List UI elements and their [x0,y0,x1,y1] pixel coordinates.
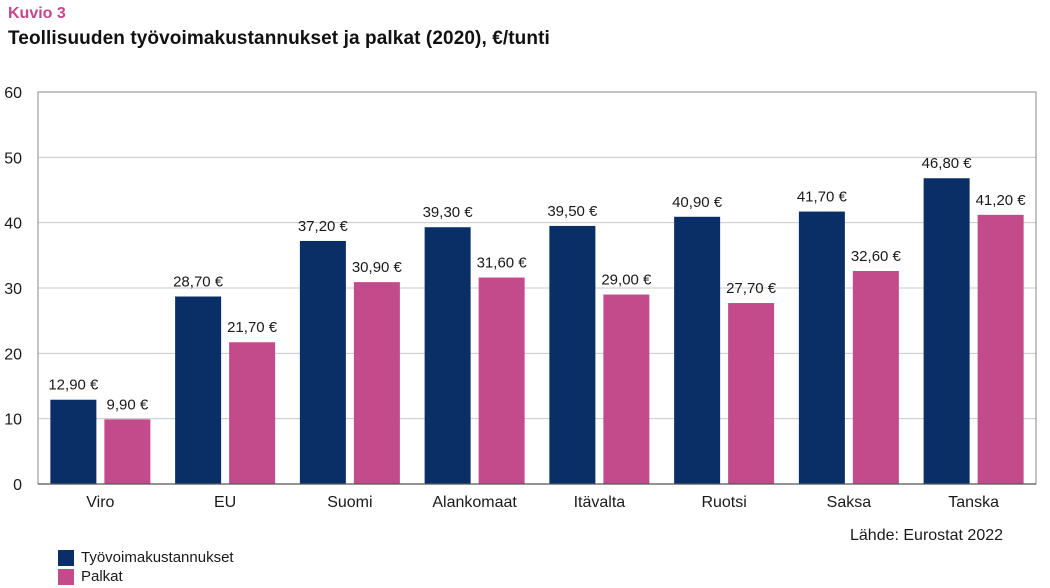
bar-wages [229,342,276,484]
bar-labour-costs [50,399,97,484]
bar-labour-costs [798,211,845,484]
bar-wages [478,277,525,484]
chart-title: Teollisuuden työvoimakustannukset ja pal… [8,28,550,49]
bar-wages [977,214,1024,484]
data-label: 30,90 € [352,259,403,276]
y-tick-label: 10 [4,412,22,429]
bar-wages [353,282,400,484]
data-label: 32,60 € [851,248,902,265]
data-label: 27,70 € [726,280,777,297]
bar-labour-costs [549,225,596,484]
bar-wages [728,303,775,484]
bar-labour-costs [424,227,471,485]
data-label: 12,90 € [48,377,99,394]
bar-labour-costs [175,296,222,484]
x-tick-label: Alankomaat [432,494,517,511]
legend-swatch-labour-costs [58,549,74,566]
data-label: 9,90 € [107,396,149,413]
legend-swatch-wages [58,568,74,585]
data-label: 29,00 € [601,272,652,289]
legend: Työvoimakustannukset Palkat [58,548,234,586]
bar-labour-costs [923,178,970,485]
x-tick-label: Tanska [948,494,999,511]
data-label: 46,80 € [922,155,973,172]
bar-wages [104,419,151,484]
bar-labour-costs [299,240,346,484]
data-label: 37,20 € [298,218,349,235]
x-tick-label: Viro [86,494,114,511]
y-tick-label: 40 [4,216,22,233]
y-tick-label: 0 [13,477,22,494]
data-label: 41,20 € [976,192,1027,209]
x-tick-label: Itävalta [574,494,626,511]
data-label: 21,70 € [227,319,278,336]
data-label: 39,30 € [423,204,474,221]
data-label: 41,70 € [797,189,848,206]
legend-label-wages: Palkat [81,568,123,585]
source-note: Lähde: Eurostat 2022 [850,527,1004,544]
y-tick-label: 30 [4,281,22,298]
data-label: 31,60 € [477,255,528,272]
legend-item-wages: Palkat [58,567,234,586]
y-tick-label: 60 [4,85,22,102]
data-label: 39,50 € [547,203,598,220]
bar-labour-costs [674,216,721,484]
bar-wages [603,294,650,484]
y-tick-label: 50 [4,150,22,167]
legend-item-labour-costs: Työvoimakustannukset [58,548,234,567]
x-tick-label: Saksa [827,494,872,511]
x-tick-label: Suomi [327,494,372,511]
x-tick-label: Ruotsi [701,494,746,511]
x-tick-label: EU [214,494,236,511]
legend-label-labour-costs: Työvoimakustannukset [81,549,234,566]
data-label: 28,70 € [173,273,224,290]
bar-wages [852,271,899,484]
data-label: 40,90 € [672,194,723,211]
y-tick-label: 20 [4,346,22,363]
figure-number: Kuvio 3 [8,5,66,22]
